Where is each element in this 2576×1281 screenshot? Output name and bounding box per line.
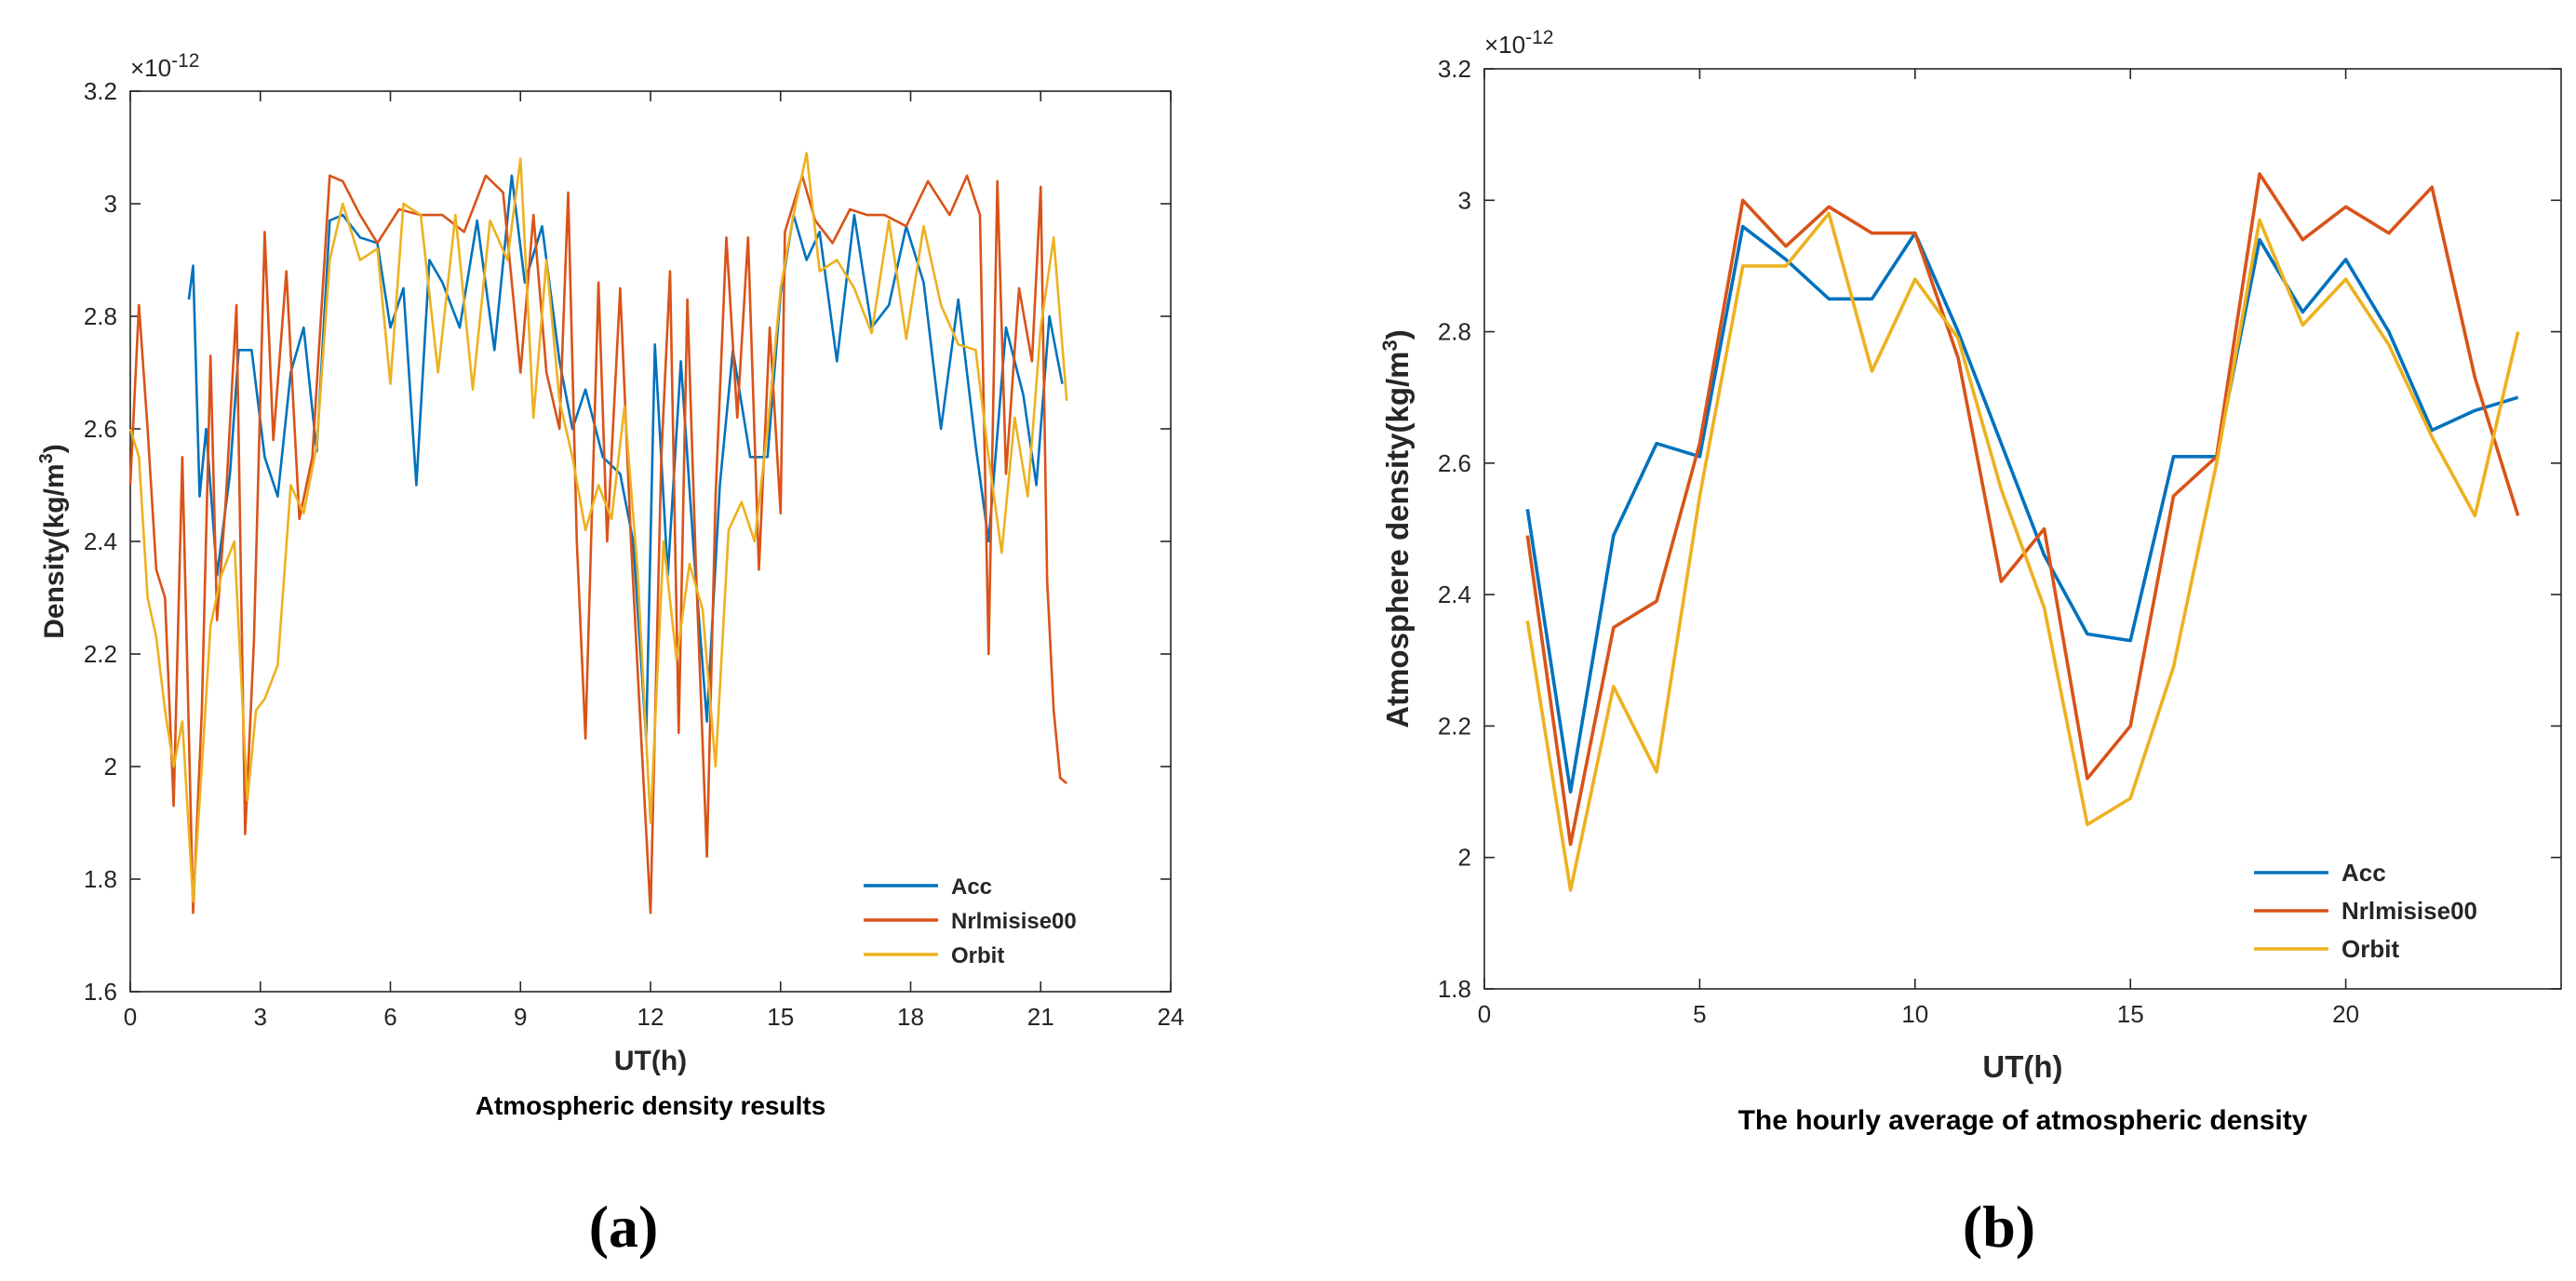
y-tick-label: 3 <box>1458 186 1471 214</box>
y-tick-label: 2.6 <box>1438 449 1471 477</box>
legend-label: Nrlmisise00 <box>951 909 1077 934</box>
y-tick-label: 2.6 <box>84 415 117 443</box>
panel-label: (a) <box>589 1194 659 1260</box>
x-tick-label: 15 <box>2117 1000 2144 1028</box>
y-tick-label: 3.2 <box>84 77 117 105</box>
axes-box <box>1483 68 2562 990</box>
chart-panel-a: 0 3 6 9 12 15 18 21 24 1.6 1.8 2 2.2 2.4 2.6 2.8 3 3.2 ×10… <box>36 50 1184 1260</box>
series-line-orbit <box>1525 211 2520 892</box>
x-tick-label: 15 <box>767 1003 794 1031</box>
x-tick-label: 10 <box>1901 1000 1928 1028</box>
x-tick-label: 6 <box>383 1003 396 1031</box>
y-axis-label-end: ) <box>39 444 70 453</box>
y-axis-label-main: Atmosphere density(kg/m <box>1380 352 1415 728</box>
y-axis-label-superscript: 3 <box>36 453 57 463</box>
x-axis-label: UT(h) <box>614 1046 687 1076</box>
y-tick-label: 1.6 <box>84 978 117 1006</box>
x-axis-label: UT(h) <box>1982 1049 2062 1084</box>
x-tick-label: 21 <box>1027 1003 1054 1031</box>
y-tick-label: 2.4 <box>1438 580 1471 608</box>
y-tick-label: 2.4 <box>84 527 117 555</box>
y-tick-label: 2.2 <box>84 640 117 668</box>
y-tick-label: 3.2 <box>1438 55 1471 83</box>
x-tick-label: 0 <box>1478 1000 1491 1028</box>
legend-label: Acc <box>2341 859 2386 887</box>
y-axis-label-end: ) <box>1380 329 1415 340</box>
chart-caption: Atmospheric density results <box>476 1091 826 1120</box>
x-tick-label: 18 <box>897 1003 924 1031</box>
y-tick-label: 2.2 <box>1438 712 1471 740</box>
y-tick-label: 2 <box>104 753 117 781</box>
legend-label: Orbit <box>951 943 1004 968</box>
exponent-power: -12 <box>171 50 199 72</box>
x-tick-label: 5 <box>1693 1000 1706 1028</box>
chart-panel-b: 0 5 10 15 20 1.8 2 2.2 2.4 2.6 2.8 3 3.2 ×10-12 Acc Nrl… <box>1378 27 2562 1260</box>
series-line-acc <box>1525 224 2519 794</box>
series-line-orbit <box>128 152 1068 903</box>
series-line-nrlmisise00 <box>128 174 1068 914</box>
axis-exponent-label: ×10-12 <box>130 50 199 82</box>
y-axis-label: Density(kg/m3) <box>36 444 70 639</box>
y-tick-label: 3 <box>104 190 117 218</box>
legend-label: Nrlmisise00 <box>2341 897 2477 925</box>
series-line-nrlmisise00 <box>1525 172 2520 847</box>
x-tick-label: 9 <box>514 1003 527 1031</box>
y-tick-label: 2.8 <box>84 302 117 330</box>
chart-caption: The hourly average of atmospheric densit… <box>1738 1105 2308 1136</box>
y-tick-label: 2 <box>1458 844 1471 872</box>
exponent-base: ×10 <box>130 54 171 82</box>
x-tick-label: 24 <box>1158 1003 1185 1031</box>
legend-label: Acc <box>951 874 992 900</box>
exponent-base: ×10 <box>1484 31 1525 59</box>
x-tick-label: 12 <box>637 1003 664 1031</box>
y-tick-label: 1.8 <box>1438 975 1471 1003</box>
x-tick-label: 3 <box>254 1003 267 1031</box>
y-axis-label-superscript: 3 <box>1378 340 1402 351</box>
panel-label: (b) <box>1963 1194 2035 1260</box>
exponent-power: -12 <box>1525 27 1553 48</box>
x-tick-label: 0 <box>124 1003 137 1031</box>
series-line-acc <box>187 174 1064 741</box>
legend-label: Orbit <box>2341 935 2399 963</box>
x-tick-label: 20 <box>2332 1000 2359 1028</box>
y-tick-label: 2.8 <box>1438 318 1471 346</box>
y-tick-label: 1.8 <box>84 865 117 893</box>
y-axis-label: Atmosphere density(kg/m3) <box>1378 329 1415 728</box>
axis-exponent-label: ×10-12 <box>1484 27 1553 59</box>
y-axis-label-main: Density(kg/m <box>39 463 70 638</box>
